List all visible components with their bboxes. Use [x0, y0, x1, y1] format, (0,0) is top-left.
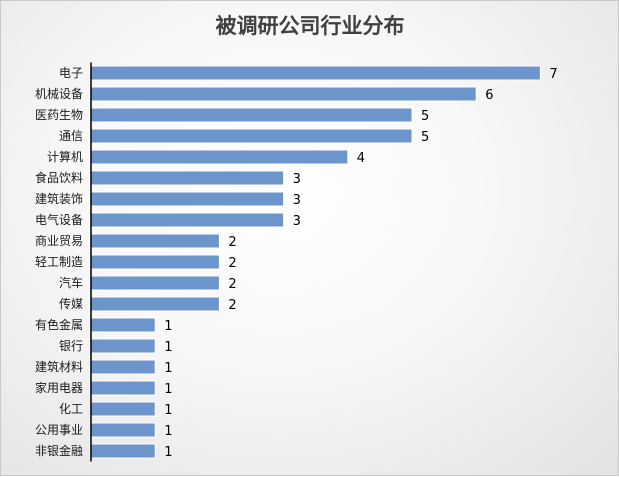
category-label-建筑装饰: 建筑装饰 [35, 191, 83, 206]
value-label-商业贸易: 2 [228, 235, 236, 250]
value-label-轻工制造: 2 [228, 256, 236, 271]
value-labels: 7 6 5 5 4 3 3 3 2 2 2 2 1 1 1 1 1 1 1 [164, 67, 557, 460]
bar-建筑装饰 [90, 191, 285, 207]
value-label-传媒: 2 [228, 298, 236, 313]
value-label-机械设备: 6 [485, 88, 493, 103]
value-label-家用电器: 1 [164, 382, 172, 397]
category-label-非银金融: 非银金融 [35, 443, 83, 458]
value-label-汽车: 2 [228, 277, 236, 292]
category-label-轻工制造: 轻工制造 [35, 255, 83, 269]
category-label-电气设备: 电气设备 [35, 212, 83, 227]
category-label-食品饮料: 食品饮料 [35, 170, 83, 185]
category-label-计算机: 计算机 [47, 149, 83, 164]
value-label-电子: 7 [549, 67, 557, 82]
category-label-有色金属: 有色金属 [35, 317, 83, 332]
chart-title: 被调研公司行业分布 [216, 14, 405, 38]
bar-非银金融 [90, 443, 156, 459]
category-label-家用电器: 家用电器 [35, 380, 83, 395]
value-label-有色金属: 1 [164, 319, 172, 334]
value-label-银行: 1 [164, 340, 172, 355]
bars-group [90, 65, 541, 459]
value-label-非银金融: 1 [164, 445, 172, 460]
bar-电气设备 [90, 212, 285, 228]
value-label-医药生物: 5 [421, 109, 429, 124]
value-label-计算机: 4 [357, 151, 365, 166]
bar-商业贸易 [90, 233, 220, 249]
category-label-传媒: 传媒 [59, 296, 83, 311]
value-label-建筑材料: 1 [164, 361, 172, 376]
bar-银行 [90, 338, 156, 354]
category-labels: 电子机械设备医药生物通信计算机食品饮料建筑装饰电气设备商业贸易轻工制造汽车传媒有… [35, 66, 83, 458]
bar-建筑材料 [90, 359, 156, 375]
category-label-建筑材料: 建筑材料 [35, 359, 83, 374]
bar-通信 [90, 128, 413, 144]
category-label-银行: 银行 [59, 339, 83, 353]
bar-汽车 [90, 275, 220, 291]
value-label-食品饮料: 3 [293, 172, 301, 187]
bar-公用事业 [90, 422, 156, 438]
category-label-电子: 电子 [59, 66, 83, 80]
value-label-化工: 1 [164, 403, 172, 418]
category-label-机械设备: 机械设备 [35, 86, 83, 101]
category-label-化工: 化工 [59, 402, 83, 416]
bar-机械设备 [90, 86, 477, 102]
value-label-通信: 5 [421, 130, 429, 145]
value-label-公用事业: 1 [164, 424, 172, 439]
category-label-通信: 通信 [59, 129, 83, 143]
value-label-建筑装饰: 3 [293, 193, 301, 208]
category-label-商业贸易: 商业贸易 [35, 233, 83, 248]
bar-计算机 [90, 149, 349, 165]
bar-化工 [90, 401, 156, 417]
bar-有色金属 [90, 317, 156, 333]
bar-食品饮料 [90, 170, 285, 186]
value-label-电气设备: 3 [293, 214, 301, 229]
bar-医药生物 [90, 107, 413, 123]
bar-家用电器 [90, 380, 156, 396]
bar-传媒 [90, 296, 220, 312]
bar-轻工制造 [90, 254, 220, 270]
category-label-公用事业: 公用事业 [35, 423, 83, 437]
category-label-医药生物: 医药生物 [35, 108, 83, 122]
bar-电子 [90, 65, 541, 81]
category-label-汽车: 汽车 [59, 275, 83, 290]
